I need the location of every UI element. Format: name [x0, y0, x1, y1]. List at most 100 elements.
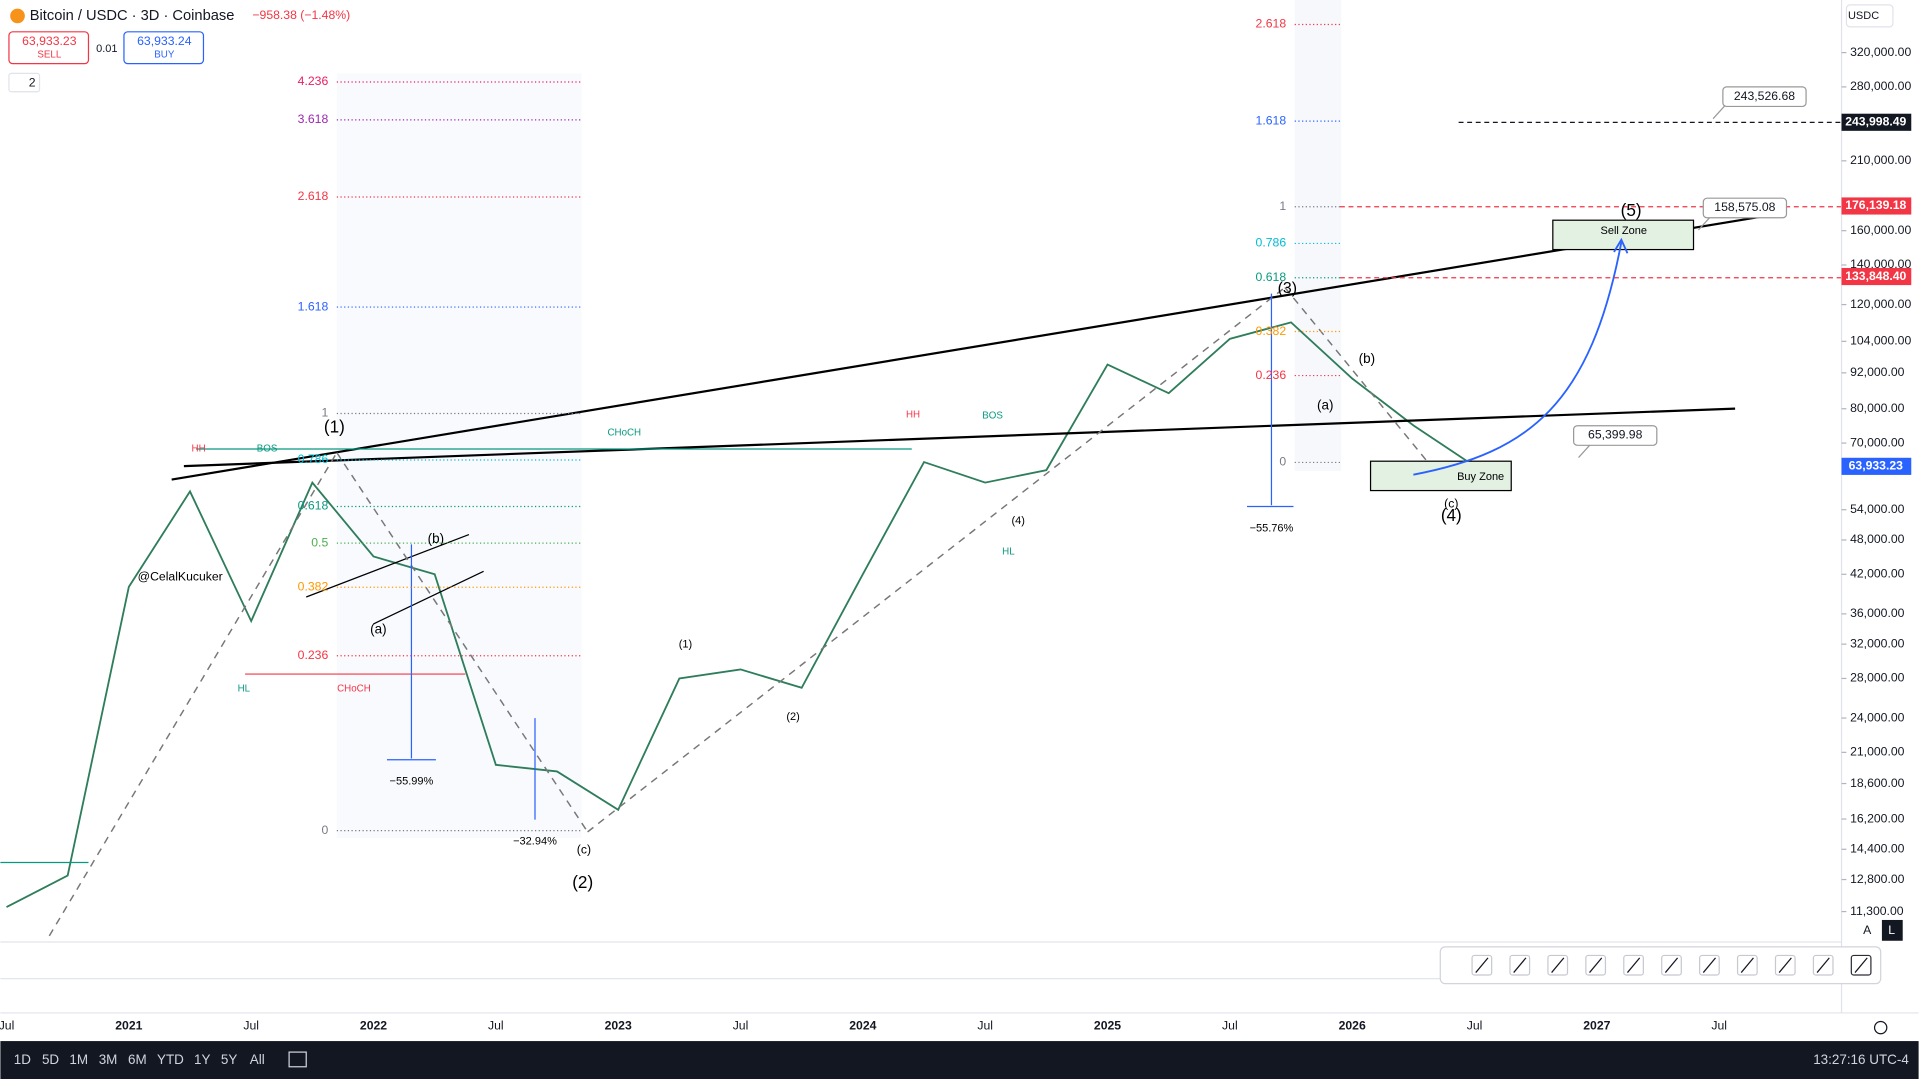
fib-label: 1	[1279, 199, 1286, 213]
sell-price[interactable]: 63,933.23	[22, 34, 77, 48]
settings-icon[interactable]	[1873, 1020, 1888, 1035]
range-button[interactable]: All	[250, 1052, 265, 1067]
annotation: (1)	[679, 639, 692, 651]
tool-button[interactable]	[1850, 954, 1872, 976]
change: −958.38 (−1.48%)	[252, 8, 350, 22]
tool-glyph[interactable]	[1475, 957, 1489, 973]
tool-glyph[interactable]	[1513, 957, 1527, 973]
price-tick-label: 36,000.00	[1850, 606, 1905, 620]
annotation: (5)	[1621, 201, 1642, 220]
price-tag-label: 63,933.23	[1849, 459, 1904, 473]
tool-glyph[interactable]	[1589, 957, 1603, 973]
indicator-toggle[interactable]	[8, 72, 41, 93]
range-button[interactable]: 5D	[42, 1052, 59, 1067]
tool-button[interactable]	[1623, 954, 1644, 976]
btc-icon	[10, 8, 25, 24]
tool-glyph[interactable]	[1626, 957, 1641, 973]
currency-button[interactable]	[1845, 4, 1894, 28]
buy-button[interactable]	[123, 31, 205, 65]
annotation: BOS	[982, 411, 1003, 422]
annotation: HH	[192, 444, 206, 455]
tool-glyph[interactable]	[1740, 957, 1754, 973]
callout-pointer	[1578, 443, 1592, 458]
time-label: 2022	[360, 1019, 387, 1033]
range-button[interactable]: 5Y	[221, 1052, 237, 1067]
tool-glyph[interactable]	[1854, 957, 1868, 973]
price-tick-label: 54,000.00	[1850, 502, 1905, 516]
price-tick-label: 14,400.00	[1850, 842, 1905, 856]
price-tick-label: 42,000.00	[1850, 567, 1905, 581]
callout-pointer	[1697, 216, 1712, 231]
annotation: −55.76%	[1250, 522, 1294, 534]
price-tag	[1841, 457, 1912, 475]
buy-price[interactable]: 63,933.24	[137, 34, 192, 48]
range-button[interactable]: 6M	[128, 1052, 147, 1067]
sell-label[interactable]: SELL	[37, 50, 61, 61]
price-tick-label: 104,000.00	[1850, 334, 1911, 348]
fib-label: 0.236	[1256, 368, 1287, 382]
price-tick-label: 21,000.00	[1850, 745, 1905, 759]
tool-button[interactable]	[1471, 954, 1493, 976]
range-button[interactable]: 3M	[99, 1052, 118, 1067]
annotation: −55.99%	[390, 776, 434, 788]
date-picker[interactable]	[288, 1051, 307, 1068]
annotation: CHoCH	[337, 683, 371, 694]
tool-button[interactable]	[1699, 954, 1720, 976]
tool-button[interactable]	[1509, 954, 1531, 976]
time-label: Jul	[488, 1019, 504, 1033]
tool-button[interactable]	[1585, 954, 1607, 976]
fib-label: 4.236	[298, 74, 329, 88]
tool-button[interactable]	[1547, 954, 1569, 976]
auto-scale[interactable]: A	[1863, 923, 1872, 937]
time-label: 2026	[1339, 1019, 1366, 1033]
annotation: (a)	[370, 622, 386, 637]
tool-button[interactable]	[1812, 954, 1834, 976]
log-scale[interactable]: L	[1888, 923, 1895, 937]
tool-glyph[interactable]	[1816, 957, 1830, 973]
tool-button[interactable]	[1774, 954, 1796, 976]
tool-button[interactable]	[1661, 954, 1682, 976]
price-tick-label: 24,000.00	[1850, 710, 1905, 724]
fib-label: 1.618	[1256, 113, 1287, 127]
spread: 0.01	[96, 43, 117, 55]
annotation: (1)	[324, 418, 345, 437]
currency[interactable]: USDC	[1848, 10, 1879, 22]
fib-label: 0	[321, 823, 328, 837]
buy-label[interactable]: BUY	[154, 50, 175, 61]
trend-line	[183, 407, 1736, 468]
annotation: HL	[238, 683, 251, 694]
price-tick-label: 48,000.00	[1850, 532, 1905, 546]
tool-glyph[interactable]	[1551, 957, 1565, 973]
price-tick-label: 80,000.00	[1850, 401, 1905, 415]
fib-label: 0.786	[298, 452, 329, 466]
range-button[interactable]: 1D	[14, 1052, 31, 1067]
fib-label: 0.618	[1256, 270, 1287, 284]
annotation: (4)	[1011, 515, 1024, 527]
tool-glyph[interactable]	[1778, 957, 1792, 973]
range-button[interactable]: 1M	[69, 1052, 88, 1067]
time-label: Jul	[1222, 1019, 1238, 1033]
time-label: 2027	[1583, 1019, 1610, 1033]
annotation: (b)	[428, 531, 444, 546]
tool-icons	[1471, 954, 1872, 976]
projection-arrow	[1413, 242, 1623, 476]
tool-glyph[interactable]	[1702, 957, 1717, 973]
price-tag	[1841, 113, 1912, 131]
price-tick-label: 28,000.00	[1850, 671, 1905, 685]
channel-line	[306, 534, 470, 598]
range-button[interactable]: YTD	[157, 1052, 184, 1067]
log-button[interactable]	[1881, 919, 1903, 941]
tool-button[interactable]	[1736, 954, 1758, 976]
annotation: (3)	[1278, 280, 1297, 297]
range-button[interactable]: 1Y	[194, 1052, 210, 1067]
fib-label: 1	[321, 406, 328, 420]
callout	[1702, 197, 1788, 219]
fib-label: 0.618	[298, 499, 329, 513]
sell-button[interactable]	[8, 31, 90, 65]
fib-zone	[1294, 0, 1342, 471]
time-label: Jul	[1711, 1019, 1727, 1033]
tool-glyph[interactable]	[1664, 957, 1679, 973]
indicator-count[interactable]: 2	[29, 75, 36, 89]
